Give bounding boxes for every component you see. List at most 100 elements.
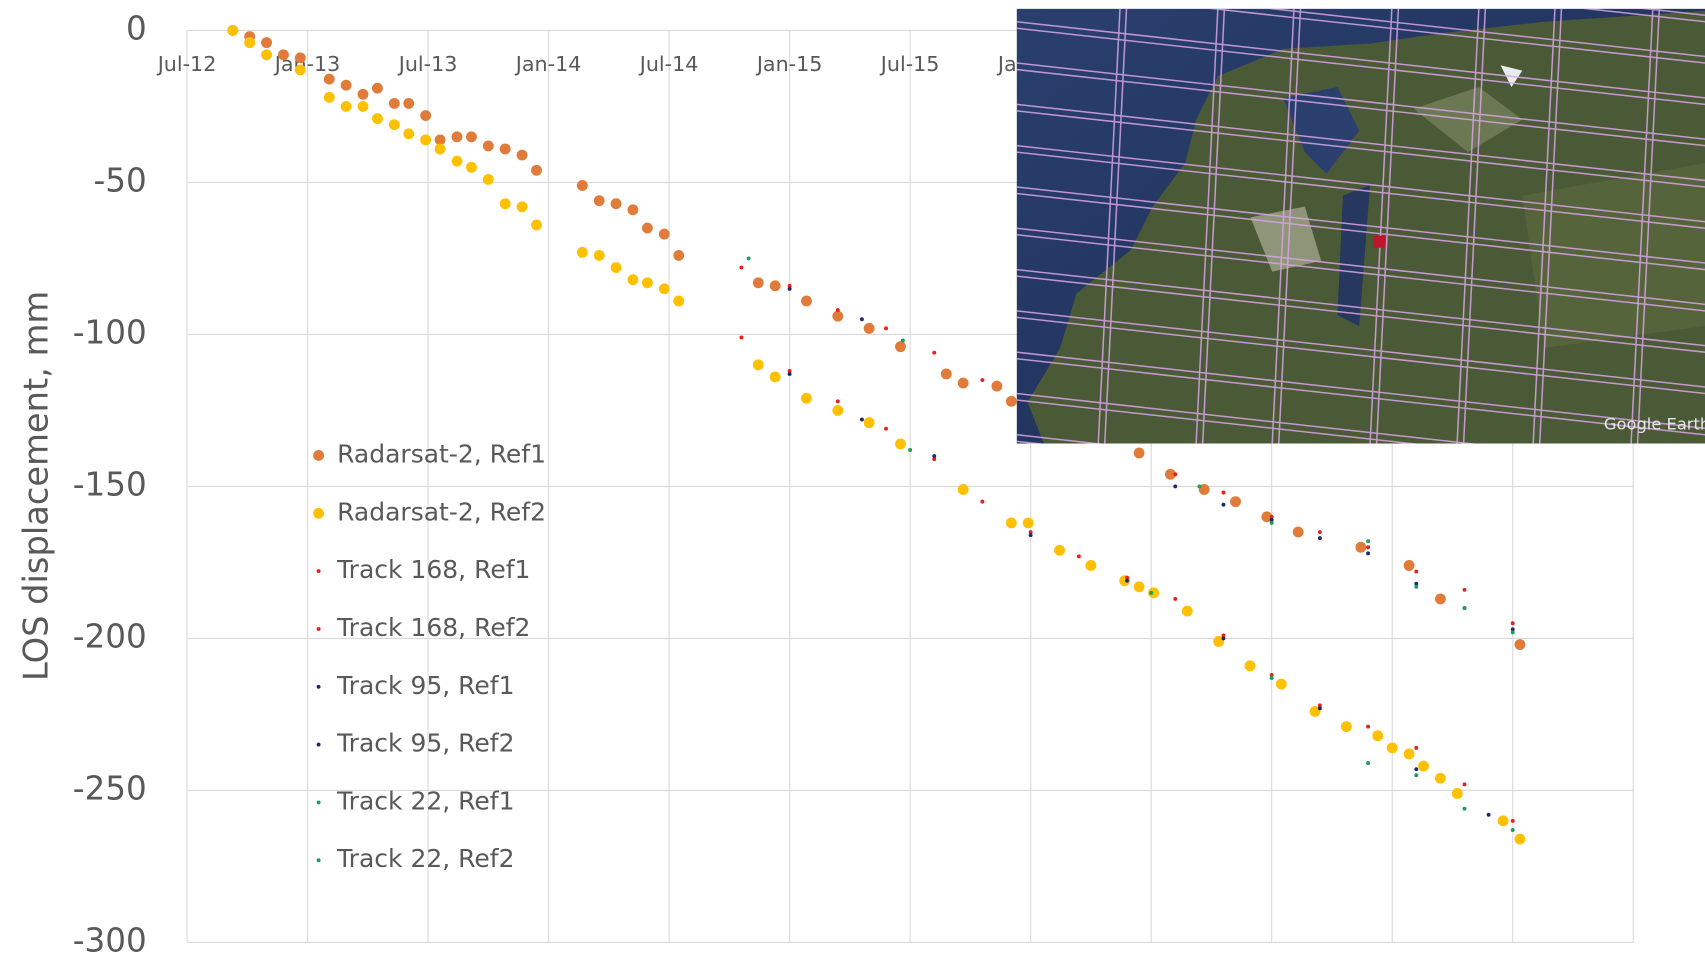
data-point bbox=[1366, 725, 1370, 729]
data-point bbox=[1054, 545, 1065, 556]
data-point bbox=[1463, 807, 1467, 811]
data-point bbox=[801, 393, 812, 404]
data-point bbox=[788, 372, 792, 376]
data-point bbox=[452, 131, 463, 142]
map-track-line bbox=[1017, 435, 1705, 511]
legend-label: Radarsat-2, Ref2 bbox=[337, 497, 546, 526]
data-point bbox=[1222, 491, 1226, 495]
y-tick-label: -200 bbox=[73, 617, 147, 655]
data-point bbox=[1404, 749, 1415, 760]
data-point bbox=[932, 454, 936, 458]
legend-label: Track 95, Ref2 bbox=[336, 729, 514, 758]
data-point bbox=[801, 296, 812, 307]
data-point bbox=[1498, 815, 1509, 826]
data-point bbox=[1487, 813, 1491, 817]
legend-marker bbox=[317, 858, 321, 862]
data-point bbox=[611, 198, 622, 209]
data-point bbox=[864, 417, 875, 428]
data-point bbox=[577, 180, 588, 191]
legend-label: Track 168, Ref1 bbox=[336, 555, 530, 584]
data-point bbox=[1414, 746, 1418, 750]
data-point bbox=[958, 378, 969, 389]
chart: -300-250-200-150-100-500Jul-12Jan-13Jul-… bbox=[0, 0, 1705, 962]
data-point bbox=[435, 144, 446, 155]
data-point bbox=[500, 144, 511, 155]
legend-marker bbox=[317, 743, 321, 747]
data-point bbox=[1404, 560, 1415, 571]
data-point bbox=[452, 156, 463, 167]
data-point bbox=[1318, 536, 1322, 540]
legend-marker bbox=[317, 685, 321, 689]
data-point bbox=[1134, 448, 1145, 459]
data-point bbox=[642, 223, 653, 234]
data-point bbox=[1511, 630, 1515, 634]
data-point bbox=[895, 438, 906, 449]
data-point bbox=[372, 83, 383, 94]
data-point bbox=[836, 399, 840, 403]
data-point bbox=[908, 448, 912, 452]
data-point bbox=[1414, 773, 1418, 777]
data-point bbox=[341, 101, 352, 112]
y-tick-label: -300 bbox=[73, 921, 147, 959]
y-tick-label: 0 bbox=[126, 9, 147, 47]
data-point bbox=[261, 49, 272, 60]
map-attribution: Google Earth bbox=[1604, 415, 1705, 434]
y-tick-label: -150 bbox=[73, 465, 147, 503]
data-point bbox=[1387, 742, 1398, 753]
data-point bbox=[1270, 676, 1274, 680]
data-point bbox=[1006, 517, 1017, 528]
data-point bbox=[884, 326, 888, 330]
legend-marker bbox=[317, 569, 321, 573]
data-point bbox=[1245, 660, 1256, 671]
data-point bbox=[1463, 606, 1467, 610]
data-point bbox=[1149, 591, 1153, 595]
data-point bbox=[611, 262, 622, 273]
data-point bbox=[836, 308, 840, 312]
data-point bbox=[832, 405, 843, 416]
data-point bbox=[832, 311, 843, 322]
y-tick-label: -100 bbox=[73, 313, 147, 351]
data-point bbox=[295, 52, 306, 63]
data-point bbox=[403, 128, 414, 139]
data-point bbox=[1366, 551, 1370, 555]
data-point bbox=[1222, 636, 1226, 640]
data-point bbox=[1197, 484, 1201, 488]
data-point bbox=[358, 101, 369, 112]
data-point bbox=[324, 74, 335, 85]
data-point bbox=[389, 98, 400, 109]
data-point bbox=[932, 351, 936, 355]
data-point bbox=[788, 287, 792, 291]
data-point bbox=[1270, 521, 1274, 525]
data-point bbox=[1511, 819, 1515, 823]
legend-marker bbox=[317, 800, 321, 804]
data-point bbox=[673, 296, 684, 307]
data-point bbox=[577, 247, 588, 258]
data-point bbox=[1452, 788, 1463, 799]
data-point bbox=[1029, 533, 1033, 537]
page: {"chart_data": {"type": "scatter", "y_la… bbox=[0, 0, 1705, 962]
data-point bbox=[594, 250, 605, 261]
legend-marker bbox=[313, 450, 324, 461]
data-point bbox=[864, 323, 875, 334]
data-point bbox=[341, 80, 352, 91]
data-point bbox=[1366, 761, 1370, 765]
map-track-line bbox=[1017, 524, 1705, 600]
data-point bbox=[1435, 773, 1446, 784]
data-point bbox=[753, 359, 764, 370]
data-point bbox=[753, 277, 764, 288]
data-point bbox=[1318, 530, 1322, 534]
data-point bbox=[1463, 782, 1467, 786]
data-point bbox=[747, 256, 751, 260]
data-point bbox=[673, 250, 684, 261]
x-tick-label: Jul-13 bbox=[397, 52, 458, 76]
map-track-line bbox=[1017, 441, 1705, 517]
data-point bbox=[324, 92, 335, 103]
x-tick-label: Jul-14 bbox=[638, 52, 699, 76]
map-track-line bbox=[1017, 559, 1705, 635]
data-point bbox=[884, 427, 888, 431]
legend-label: Track 22, Ref1 bbox=[336, 786, 514, 815]
data-point bbox=[659, 229, 670, 240]
data-point bbox=[739, 336, 743, 340]
x-tick-label: Jul-12 bbox=[156, 52, 217, 76]
